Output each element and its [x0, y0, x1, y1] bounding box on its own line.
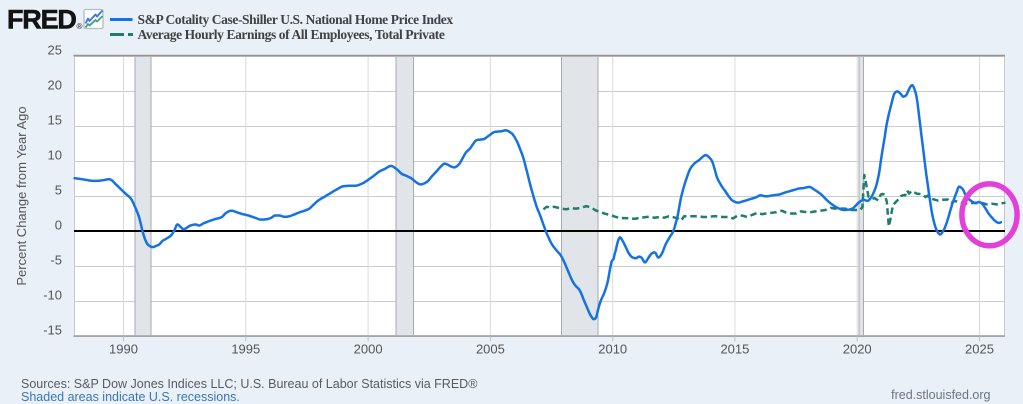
svg-text:2010: 2010	[598, 342, 627, 357]
svg-text:0: 0	[55, 218, 62, 233]
svg-text:2025: 2025	[965, 342, 994, 357]
svg-text:1990: 1990	[109, 342, 138, 357]
svg-text:10: 10	[48, 148, 62, 163]
svg-text:20: 20	[48, 78, 62, 93]
svg-text:-5: -5	[50, 253, 62, 268]
svg-text:2005: 2005	[476, 342, 505, 357]
svg-text:2020: 2020	[843, 342, 872, 357]
svg-text:Average Hourly Earnings of All: Average Hourly Earnings of All Employees…	[138, 27, 445, 42]
svg-text:-10: -10	[43, 288, 62, 303]
svg-text:FRED: FRED	[7, 5, 76, 35]
svg-text:Shaded areas indicate U.S. rec: Shaded areas indicate U.S. recessions.	[21, 390, 240, 404]
svg-text:Sources: S&P Dow Jones Indices: Sources: S&P Dow Jones Indices LLC; U.S.…	[21, 377, 478, 391]
svg-text:25: 25	[48, 43, 62, 58]
svg-text:Percent Change from Year Ago: Percent Change from Year Ago	[14, 106, 29, 285]
svg-text:2015: 2015	[720, 342, 749, 357]
svg-text:1995: 1995	[231, 342, 260, 357]
svg-text:15: 15	[48, 113, 62, 128]
svg-text:S&P Cotality Case-Shiller U.S.: S&P Cotality Case-Shiller U.S. National …	[138, 12, 454, 27]
svg-text:®: ®	[77, 22, 83, 31]
svg-text:5: 5	[55, 183, 62, 198]
svg-text:-15: -15	[43, 323, 62, 338]
svg-text:2000: 2000	[354, 342, 383, 357]
svg-text:fred.stlouisfed.org: fred.stlouisfed.org	[891, 388, 990, 402]
